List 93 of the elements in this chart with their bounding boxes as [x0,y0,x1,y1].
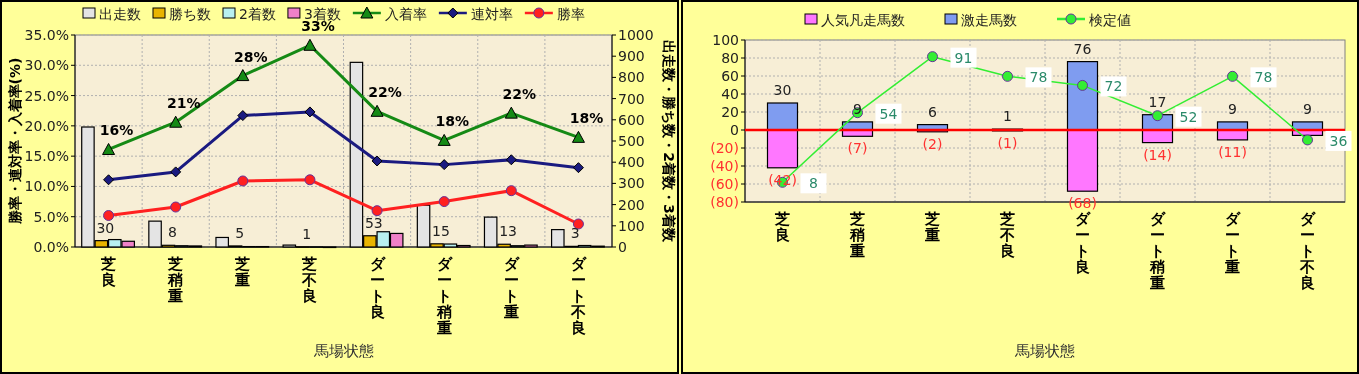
data-label: 76 [1073,40,1092,57]
y2-tick-label: 600 [618,111,645,128]
y2-tick-label: 0 [618,239,627,255]
data-label: 78 [1254,69,1273,86]
y-tick-label: 80 [721,50,739,66]
data-label: 36 [1329,132,1348,149]
y-tick-label: 30.0% [24,57,69,74]
y-tick-label: 20 [721,104,739,120]
x-tick-label: 芝稍重 [849,210,865,260]
legend-label: 検定値 [1089,12,1131,28]
y-tick-label: 15.0% [24,148,69,165]
x-tick-label: ダート良 [1075,210,1091,276]
data-label: 54 [879,105,898,122]
data-label: 22% [368,84,402,101]
x-tick-label: ダート稍重 [1149,210,1166,292]
y-tick-label: 20.0% [24,117,69,134]
legend-label: 連対率 [470,6,513,22]
data-label: (14) [1143,146,1172,163]
y-tick-label: 25.0% [24,87,69,104]
x-tick-label: ダート重 [502,255,520,321]
data-label: 91 [954,49,973,66]
data-label: 8 [168,224,177,241]
data-label: (2) [922,135,943,152]
data-label: (7) [847,140,868,157]
y2-tick-label: 800 [618,69,645,86]
legend-label: 出走数 [99,6,141,22]
y-tick-label: (20) [710,140,739,156]
y-tick-label: (80) [710,194,739,210]
data-label: 28% [234,48,268,65]
data-label: 1 [302,225,312,242]
x-tick-label: ダート重 [1224,210,1241,276]
data-label: 78 [1029,69,1048,86]
y2-tick-label: 700 [618,90,645,107]
legend-label: 勝率 [556,6,585,22]
y2-tick-label: 900 [618,48,645,65]
y-tick-label: 0 [730,122,739,138]
data-label: 30 [773,82,792,98]
data-label: 72 [1104,78,1123,95]
y2-tick-label: 400 [618,154,645,171]
data-label: 5 [235,224,245,241]
legend-label: 2着数 [239,6,276,22]
legend-label: 入着率 [384,6,427,22]
y2-tick-label: 500 [618,133,645,149]
data-label: (1) [997,134,1018,151]
y-axis-title: 勝率・連対率・入着率(%) [7,57,23,226]
legend-label: 勝ち数 [169,6,211,22]
data-label: 21% [166,95,201,112]
data-label: 30 [96,219,115,236]
data-label: 15 [432,222,450,239]
data-label: 1 [1003,108,1012,125]
x-axis-title: 馬場状態 [312,342,374,360]
y-tick-label: 35.0% [24,27,69,43]
data-label: 18% [569,110,604,127]
data-label: 13 [499,223,518,240]
data-label: 18% [435,113,469,130]
y-tick-label: 60 [721,68,739,84]
y-tick-label: 10.0% [24,178,69,195]
data-label: 6 [928,103,938,120]
y2-axis-title: 出走数・勝ち数・2着数・3着数 [661,40,677,243]
data-label: 16% [99,122,134,139]
data-label: 53 [364,214,383,231]
x-tick-label: ダート不良 [1299,210,1316,292]
y-tick-label: 40 [721,86,739,102]
y2-tick-label: 100 [618,217,645,234]
x-tick-label: ダート良 [369,255,386,321]
x-tick-label: 芝不良 [999,210,1015,260]
data-label: 22% [502,86,537,103]
data-label: 52 [1179,108,1198,125]
legend-label: 人気凡走馬数 [821,12,905,28]
y-tick-label: (40) [710,158,739,174]
x-tick-label: 芝良 [100,255,117,289]
x-tick-label: ダート不良 [569,255,587,337]
data-label: (11) [1218,143,1247,160]
x-tick-label: 芝重 [924,210,940,244]
data-label: 9 [1303,100,1312,117]
y-tick-label: 5.0% [33,208,69,225]
data-label: 3 [570,225,580,242]
x-tick-label: ダート稍重 [435,255,453,337]
data-label: 17 [1148,93,1167,110]
x-tick-label: 芝不良 [301,255,318,305]
x-tick-label: 芝稍重 [167,255,184,305]
y-tick-label: 100 [712,32,739,48]
x-tick-label: 芝重 [234,255,251,289]
data-label: 9 [1228,100,1237,117]
y2-tick-label: 1000 [618,27,654,43]
data-label: 8 [809,175,818,192]
x-tick-label: 芝良 [774,210,790,244]
y2-tick-label: 200 [618,196,645,213]
y2-tick-label: 300 [618,175,645,192]
legend-label: 激走馬数 [961,12,1017,28]
y-tick-label: (60) [710,176,739,192]
x-axis-title: 馬場状態 [1014,342,1075,360]
y-tick-label: 0.0% [33,239,69,255]
